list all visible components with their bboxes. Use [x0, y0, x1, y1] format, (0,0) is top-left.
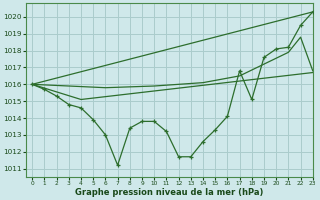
X-axis label: Graphe pression niveau de la mer (hPa): Graphe pression niveau de la mer (hPa)	[75, 188, 264, 197]
